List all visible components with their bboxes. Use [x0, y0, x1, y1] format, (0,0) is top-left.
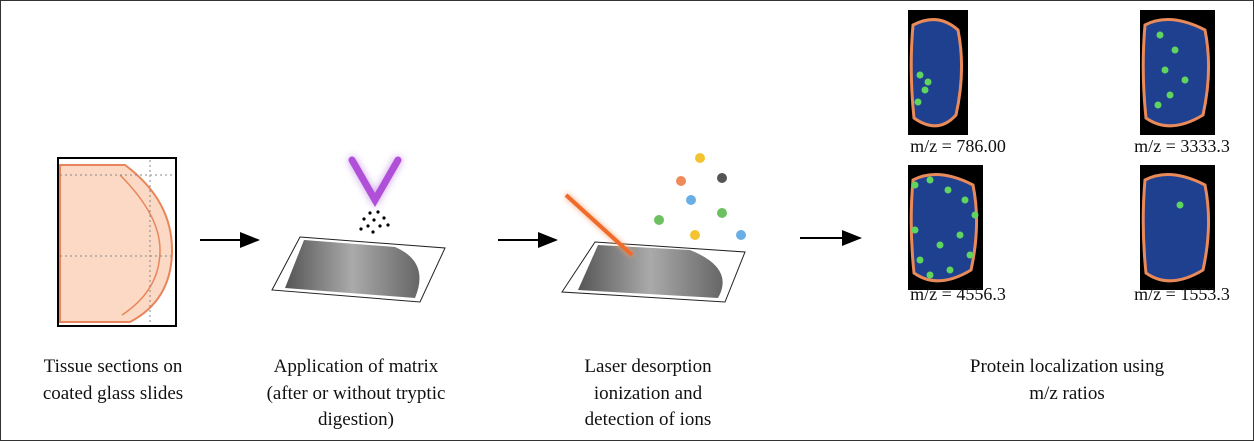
- caption: digestion): [318, 409, 394, 430]
- glass-slide: [58, 158, 176, 326]
- signal: [917, 257, 924, 264]
- caption: (after or without tryptic: [267, 383, 446, 404]
- signal: [1155, 102, 1162, 109]
- mz-label: m/z = 786.00: [910, 136, 1006, 156]
- brain: [1143, 175, 1208, 281]
- mz-label: m/z = 1553.3: [1134, 284, 1230, 304]
- signal: [967, 252, 974, 259]
- signal: [1182, 77, 1189, 84]
- laser-desorption: [562, 153, 746, 302]
- signal: [1172, 47, 1179, 54]
- signal: [937, 242, 944, 249]
- caption: detection of ions: [585, 409, 712, 430]
- signal: [912, 182, 919, 189]
- brain: [911, 175, 976, 281]
- ms-image: [1140, 10, 1215, 135]
- signal: [1167, 92, 1174, 99]
- ms-image: [1140, 165, 1215, 290]
- signal: [927, 177, 934, 184]
- diagram: m/z = 786.00 m/z = 3333.3 m/z = 4556.3 m/z …: [0, 0, 1254, 441]
- signal: [917, 72, 924, 79]
- signal: [945, 187, 952, 194]
- signal: [927, 272, 934, 279]
- caption: Protein localization using: [970, 356, 1165, 377]
- ms-image: [908, 10, 968, 135]
- signal: [912, 227, 919, 234]
- signal: [1177, 202, 1184, 209]
- caption: Application of matrix: [274, 356, 439, 377]
- caption: m/z ratios: [1029, 383, 1104, 404]
- signal: [1157, 32, 1164, 39]
- caption: Laser desorption: [584, 356, 712, 377]
- signal: [922, 87, 929, 94]
- ms-image: [908, 165, 983, 290]
- brain: [1143, 20, 1208, 126]
- caption: coated glass slides: [43, 383, 183, 404]
- mz-label: m/z = 4556.3: [910, 284, 1006, 304]
- signal: [972, 212, 979, 219]
- signal: [957, 232, 964, 239]
- signal: [925, 79, 932, 86]
- signal: [947, 267, 954, 274]
- signal: [915, 99, 922, 106]
- caption: Tissue sections on: [44, 356, 183, 377]
- signal: [1162, 67, 1169, 74]
- caption: ionization and: [594, 383, 703, 404]
- mz-label: m/z = 3333.3: [1134, 136, 1230, 156]
- signal: [962, 197, 969, 204]
- matrix-sprayer: [272, 160, 445, 302]
